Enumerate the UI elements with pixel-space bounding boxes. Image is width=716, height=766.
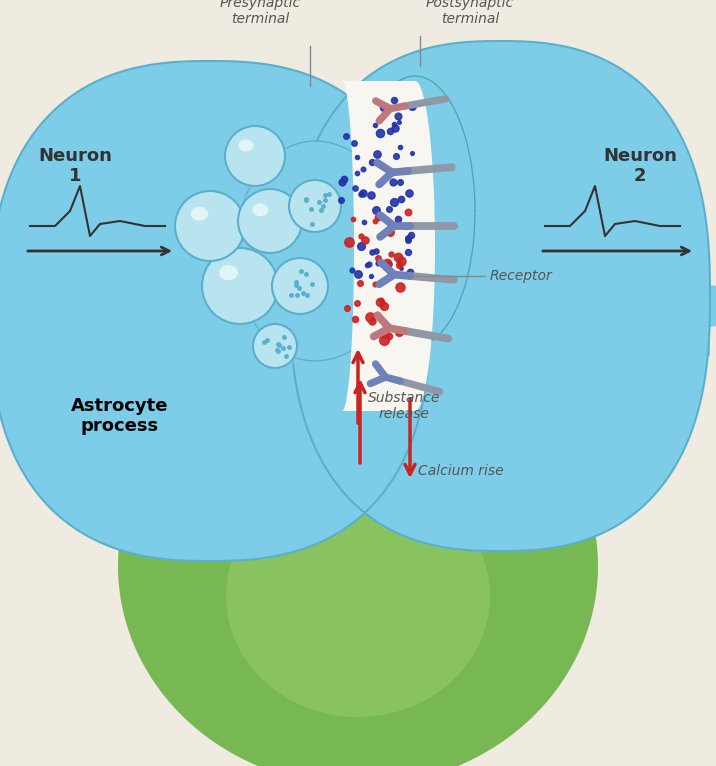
Polygon shape: [0, 276, 100, 346]
Text: Postsynaptic
terminal: Postsynaptic terminal: [426, 0, 514, 26]
Ellipse shape: [238, 139, 253, 152]
Polygon shape: [118, 346, 598, 766]
Polygon shape: [342, 81, 435, 411]
Ellipse shape: [235, 186, 305, 256]
Ellipse shape: [225, 126, 285, 186]
Ellipse shape: [199, 245, 281, 327]
Ellipse shape: [172, 188, 248, 264]
Text: Astrocyte
process: Astrocyte process: [72, 397, 169, 435]
Text: Neuron
2: Neuron 2: [603, 146, 677, 185]
Ellipse shape: [272, 258, 328, 314]
Polygon shape: [610, 256, 716, 356]
Ellipse shape: [286, 177, 344, 235]
Text: Calcium rise: Calcium rise: [418, 464, 503, 478]
Ellipse shape: [253, 324, 297, 368]
Text: Presynaptic
terminal: Presynaptic terminal: [219, 0, 301, 26]
Ellipse shape: [250, 321, 300, 371]
Ellipse shape: [269, 255, 331, 317]
Ellipse shape: [253, 204, 268, 216]
Ellipse shape: [175, 191, 245, 261]
Ellipse shape: [219, 265, 238, 280]
Polygon shape: [355, 76, 475, 346]
Ellipse shape: [190, 207, 208, 221]
Text: Receptor: Receptor: [490, 269, 553, 283]
Ellipse shape: [238, 189, 302, 253]
Text: Substance
release: Substance release: [368, 391, 440, 421]
Polygon shape: [0, 61, 430, 561]
Ellipse shape: [289, 180, 341, 232]
Polygon shape: [290, 41, 710, 551]
Polygon shape: [226, 475, 490, 717]
Ellipse shape: [202, 248, 278, 324]
Ellipse shape: [222, 123, 288, 189]
Polygon shape: [235, 141, 410, 361]
Text: Neuron
1: Neuron 1: [38, 146, 112, 185]
